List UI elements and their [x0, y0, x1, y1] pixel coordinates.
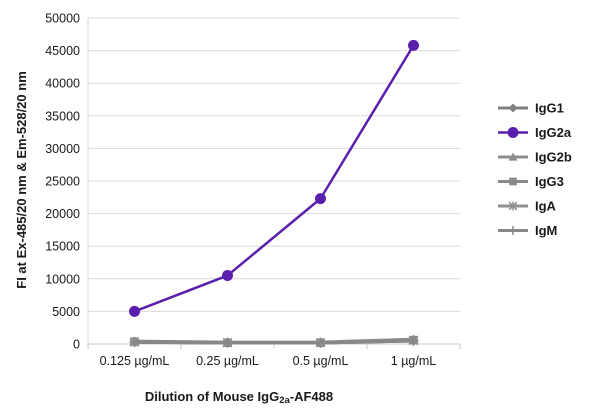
- y-tick-label: 25000: [45, 175, 80, 189]
- x-axis-title: Dilution of Mouse IgG2a-AF488: [145, 389, 333, 406]
- legend: IgG1 IgG2a IgG2b IgG3 IgA IgM: [498, 101, 572, 238]
- data-point-igg2a: [222, 270, 233, 282]
- legend-item-igg2a: IgG2a: [498, 125, 572, 140]
- legend-swatch-marker: [508, 226, 518, 235]
- series-line-igg2a: [133, 44, 415, 313]
- x-axis-title-main: Dilution of Mouse IgG: [145, 389, 279, 404]
- data-point-igm: [408, 335, 419, 346]
- y-tick-label: 10000: [45, 272, 80, 286]
- data-point-igm: [315, 337, 326, 348]
- legend-item-iga: IgA: [498, 199, 557, 214]
- data-point-igg2a: [315, 193, 326, 205]
- legend-item-igm: IgM: [498, 223, 557, 238]
- x-tick-label: 0.125 µg/mL: [100, 354, 170, 368]
- x-tick-label: 0.5 µg/mL: [293, 354, 349, 368]
- x-tick-labels: 0.125 µg/mL 0.25 µg/mL 0.5 µg/mL 1 µg/mL: [100, 354, 437, 368]
- y-tick-label: 50000: [45, 12, 80, 26]
- data-point-igm: [222, 337, 233, 348]
- legend-item-igg2b: IgG2b: [498, 150, 572, 165]
- axes: [87, 18, 461, 349]
- legend-label-igm: IgM: [535, 223, 557, 238]
- legend-item-igg3: IgG3: [498, 174, 564, 189]
- y-tick-label: 40000: [45, 77, 80, 91]
- y-tick-labels: 0 5000 10000 15000 20000 25000 30000 35000 40000…: [45, 12, 80, 352]
- legend-swatch-marker: [508, 152, 518, 161]
- x-tick-label: 1 µg/mL: [391, 354, 436, 368]
- y-tick-label: 30000: [45, 142, 80, 156]
- data-point-igg2a: [129, 305, 140, 317]
- x-tick-label: 0.25 µg/mL: [196, 354, 259, 368]
- legend-item-igg1: IgG1: [498, 101, 564, 116]
- y-axis-title: FI at Ex-485/20 nm & Em-528/20 nm: [14, 71, 29, 288]
- legend-label-igg2b: IgG2b: [535, 150, 572, 165]
- legend-label-iga: IgA: [535, 199, 557, 214]
- data-point-igm: [129, 337, 140, 348]
- y-tick-label: 45000: [45, 44, 80, 58]
- y-tick-label: 35000: [45, 109, 80, 123]
- series-igg2a: [129, 39, 419, 317]
- series-line-igm: [132, 338, 416, 345]
- y-tick-label: 20000: [45, 207, 80, 221]
- legend-swatch-marker: [509, 177, 517, 186]
- legend-label-igg2a: IgG2a: [535, 125, 572, 140]
- gridlines: [88, 17, 460, 312]
- y-tick-label: 0: [73, 338, 80, 352]
- y-tick-label: 15000: [45, 240, 80, 254]
- y-tick-label: 5000: [52, 305, 80, 319]
- legend-swatch-marker: [508, 201, 518, 211]
- x-axis-title-subscript: 2a: [279, 395, 290, 406]
- series-igm: [129, 335, 419, 348]
- data-point-igg2a: [408, 39, 419, 51]
- legend-label-igg1: IgG1: [535, 101, 564, 116]
- legend-label-igg3: IgG3: [535, 174, 564, 189]
- series-group: [129, 39, 419, 348]
- legend-swatch-marker: [507, 127, 519, 138]
- legend-swatch-marker: [508, 103, 518, 113]
- x-axis-title-tail: -AF488: [290, 389, 333, 404]
